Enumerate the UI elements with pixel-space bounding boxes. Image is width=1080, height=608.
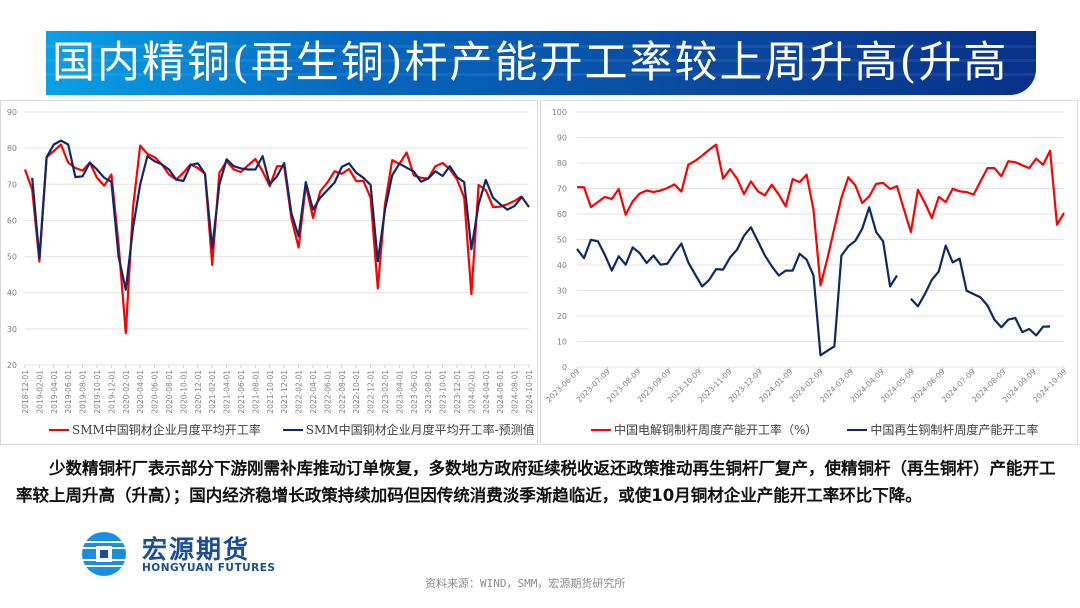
x-tick-label: 2019-12-01 xyxy=(107,370,116,414)
legend-label: SMM中国铜材企业月度平均开工率-预测值 xyxy=(305,423,535,437)
y-tick-label: 20 xyxy=(557,312,567,321)
y-tick-label: 10 xyxy=(557,338,567,347)
series-line-navy xyxy=(576,206,898,357)
y-tick-label: 80 xyxy=(557,159,567,168)
banner-stripe xyxy=(46,73,1036,76)
legend-swatch-navy xyxy=(282,428,303,431)
right-chart: 01020304050607080901002023-06-092023-07-… xyxy=(544,108,1068,404)
y-tick-label: 30 xyxy=(557,287,567,296)
slide-title: 国内精铜(再生铜)杆产能开工率较上周升高(升高 xyxy=(52,38,1009,88)
x-tick-label: 2021-04-01 xyxy=(223,370,232,414)
x-tick-label: 2023-04-01 xyxy=(395,370,404,414)
x-tick-label: 2023-02-01 xyxy=(381,370,390,414)
left-chart-panel: 20 30 40 50 60 70 80 90 2018-12-01 2019-02-01 2019… xyxy=(0,100,538,445)
y-tick-label: 20 xyxy=(7,361,17,370)
x-tick-label: 2024-02-01 xyxy=(467,370,476,414)
x-tick-label: 2018-12-01 xyxy=(21,370,30,414)
x-tick-label: 2020-08-01 xyxy=(165,370,174,414)
series-line-red xyxy=(577,143,1065,287)
x-tick-label: 2020-12-01 xyxy=(194,370,203,414)
x-tick-label: 2021-06-01 xyxy=(237,370,246,414)
x-tick-label: 2022-06-01 xyxy=(323,370,332,414)
x-tick-label: 2019-10-01 xyxy=(93,370,102,414)
x-tick-label: 2022-12-01 xyxy=(367,370,376,414)
x-tick-label: 2019-06-01 xyxy=(64,370,73,414)
right-chart-panel: 0 10 20 30 40 50 60 70 80 90 100 2023-06-09 2023-07-… xyxy=(540,100,1078,445)
x-tick-label: 2023-08-01 xyxy=(424,370,433,414)
x-tick-label: 2024-06-01 xyxy=(496,370,505,414)
logo-text-en: HONGYUAN FUTURES xyxy=(142,562,276,574)
left-chart-legend: SMM中国铜材企业月度平均开工率 SMM中国铜材企业月度平均开工率-预测值 xyxy=(49,421,535,438)
legend-swatch-navy xyxy=(847,428,868,431)
series-line-navy xyxy=(910,244,1051,337)
legend-label: SMM中国铜材企业月度平均开工率 xyxy=(72,423,261,437)
x-tick-label: 2022-04-01 xyxy=(309,370,318,414)
company-logo: 宏源期货 HONGYUAN FUTURES xyxy=(74,530,314,578)
x-tick-label: 2019-08-01 xyxy=(79,370,88,414)
x-tick-label: 2021-10-01 xyxy=(266,370,275,414)
x-tick-label: 2022-02-01 xyxy=(295,370,304,414)
x-tick-label: 2019-02-01 xyxy=(35,370,44,414)
legend-swatch-red xyxy=(591,428,611,431)
y-tick-label: 0 xyxy=(562,363,567,372)
y-tick-label: 50 xyxy=(7,253,17,262)
x-tick-label: 2024-10-01 xyxy=(525,370,534,414)
legend-label: 中国再生铜制杆周度产能开工率 xyxy=(870,423,1039,437)
y-tick-label: 90 xyxy=(7,108,17,117)
x-tick-label: 2024-04-01 xyxy=(482,370,491,414)
legend-item: 中国电解铜制杆周度产能开工率（%） xyxy=(591,421,817,438)
y-tick-label: 70 xyxy=(557,185,567,194)
y-tick-label: 50 xyxy=(557,236,567,245)
legend-item: SMM中国铜材企业月度平均开工率 xyxy=(49,421,261,438)
x-tick-label: 2022-08-01 xyxy=(338,370,347,414)
right-chart-legend: 中国电解铜制杆周度产能开工率（%） 中国再生铜制杆周度产能开工率 xyxy=(591,421,1038,438)
legend-item: 中国再生铜制杆周度产能开工率 xyxy=(847,421,1038,438)
series-line-navy xyxy=(31,139,530,291)
y-tick-label: 80 xyxy=(7,144,17,153)
y-tick-label: 30 xyxy=(7,325,17,334)
x-tick-label: 2020-10-01 xyxy=(179,370,188,414)
commentary-text: 少数精铜杆厂表示部分下游刚需补库推动订单恢复，多数地方政府延续税收返还政策推动再… xyxy=(16,459,1056,505)
title-banner: 国内精铜(再生铜)杆产能开工率较上周升高(升高 xyxy=(46,31,1036,95)
y-tick-label: 60 xyxy=(557,210,567,219)
legend-item: SMM中国铜材企业月度平均开工率-预测值 xyxy=(282,421,535,438)
y-tick-label: 100 xyxy=(552,108,567,117)
legend-label: 中国电解铜制杆周度产能开工率（%） xyxy=(614,423,818,437)
legend-swatch-red xyxy=(49,428,69,431)
x-tick-label: 2020-06-01 xyxy=(151,370,160,414)
data-source: 资料来源：WIND，SMM，宏源期货研究所 xyxy=(425,577,626,590)
x-tick-label: 2021-02-01 xyxy=(208,370,217,414)
x-tick-label: 2021-08-01 xyxy=(251,370,260,414)
x-tick-label: 2023-12-01 xyxy=(453,370,462,414)
x-tick-label: 2020-04-01 xyxy=(136,370,145,414)
commentary: 少数精铜杆厂表示部分下游刚需补库推动订单恢复，多数地方政府延续税收返还政策推动再… xyxy=(16,455,1066,509)
y-tick-label: 70 xyxy=(7,180,17,189)
x-tick-label: 2019-04-01 xyxy=(50,370,59,414)
y-tick-label: 40 xyxy=(7,289,17,298)
left-chart: 20 30 40 50 60 70 80 90 2018-12-01 2019-02-01 2019… xyxy=(7,108,534,414)
y-tick-label: 40 xyxy=(557,261,567,270)
x-tick-label: 2020-02-01 xyxy=(122,370,131,414)
x-tick-label: 2024-08-01 xyxy=(511,370,520,414)
y-tick-label: 60 xyxy=(7,216,17,225)
logo-text-cn: 宏源期货 xyxy=(142,535,251,564)
logo-mark-icon xyxy=(80,532,128,576)
banner-stripe xyxy=(46,59,1036,62)
y-tick-label: 90 xyxy=(557,134,567,143)
x-tick-label: 2022-10-01 xyxy=(352,370,361,414)
x-tick-label: 2023-06-01 xyxy=(410,370,419,414)
x-tick-label: 2023-10-01 xyxy=(439,370,448,414)
x-tick-label: 2021-12-01 xyxy=(280,370,289,414)
banner-stripe xyxy=(46,45,1036,48)
